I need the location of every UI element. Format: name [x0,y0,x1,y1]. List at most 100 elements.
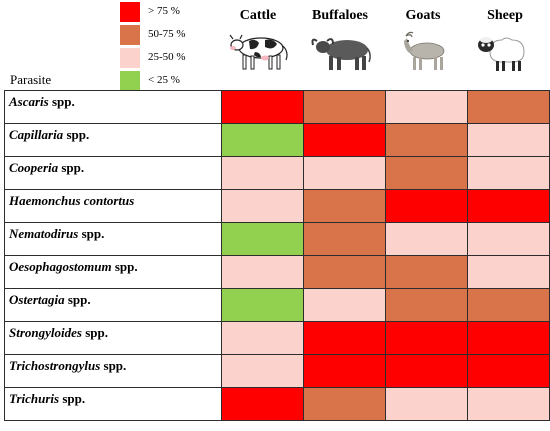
parasite-name: Cooperia spp. [4,156,222,190]
heat-cell-sheep [466,354,550,388]
heat-cell-sheep [466,288,550,322]
legend-label-25-50: 25-50 % [148,51,186,63]
parasite-suffix: spp. [59,391,86,406]
heat-cell-buffaloes [302,222,386,256]
parasite-label: Trichuris spp. [9,391,85,407]
heat-cell-sheep [466,255,550,289]
heat-cell-cattle [220,288,304,322]
heat-cell-goats [384,123,468,157]
parasite-name: Trichostrongylus spp. [4,354,222,388]
parasite-suffix: spp. [100,358,127,373]
table-row: Ascaris spp. [4,90,550,124]
parasite-suffix: spp. [58,160,85,175]
heat-cell-sheep [466,156,550,190]
parasite-name: Strongyloides spp. [4,321,222,355]
table-row: Nematodirus spp. [4,222,550,256]
parasite-name: Capillaria spp. [4,123,222,157]
parasite-genus: Haemonchus contortus [9,193,135,208]
heat-cell-sheep [466,222,550,256]
parasite-label: Capillaria spp. [9,127,89,143]
heat-cell-goats [384,288,468,322]
heatmap-table: Ascaris spp. Capillaria spp. Cooperia spp.… [4,90,550,421]
parasite-label: Nematodirus spp. [9,226,104,242]
table-row: Cooperia spp. [4,156,550,190]
heat-cell-cattle [220,354,304,388]
legend-label-50-75: 50-75 % [148,28,186,40]
column-header-sheep: Sheep [487,8,523,23]
buffalo-icon [311,38,371,70]
heat-cell-goats [384,387,468,421]
heat-cell-goats [384,189,468,223]
legend-swatch-50-75 [120,25,140,45]
parasite-name: Trichuris spp. [4,387,222,421]
parasite-suffix: spp. [111,259,138,274]
column-header-cattle: Cattle [239,8,277,23]
heat-cell-buffaloes [302,156,386,190]
parasite-genus: Capillaria [9,127,64,142]
parasite-name: Ostertagia spp. [4,288,222,322]
table-row: Trichostrongylus spp. [4,354,550,388]
cow-icon [229,34,288,70]
table-row: Trichuris spp. [4,387,550,421]
column-header-goats: Goats [405,8,441,23]
parasite-name: Nematodirus spp. [4,222,222,256]
table-row: Capillaria spp. [4,123,550,157]
table-row: Haemonchus contortus [4,189,550,223]
heat-cell-buffaloes [302,321,386,355]
heat-cell-cattle [220,222,304,256]
heat-cell-cattle [220,90,304,124]
heat-cell-sheep [466,321,550,355]
table-row: Strongyloides spp. [4,321,550,355]
parasite-suffix: spp. [64,292,91,307]
sheep-icon [478,37,525,71]
heat-cell-cattle [220,321,304,355]
parasite-name: Haemonchus contortus [4,189,222,223]
heat-cell-goats [384,321,468,355]
parasite-genus: Ostertagia [9,292,65,307]
legend-label-lt25: < 25 % [148,74,180,86]
heatmap-body: Ascaris spp. Capillaria spp. Cooperia spp.… [4,90,550,421]
heat-cell-buffaloes [302,90,386,124]
parasite-genus: Trichostrongylus [9,358,101,373]
heat-cell-sheep [466,387,550,421]
heat-cell-cattle [220,156,304,190]
heat-cell-cattle [220,387,304,421]
heat-cell-cattle [220,189,304,223]
heat-cell-sheep [466,189,550,223]
table-row: Ostertagia spp. [4,288,550,322]
parasite-label: Cooperia spp. [9,160,84,176]
heat-cell-sheep [466,123,550,157]
legend-swatch-gt75 [120,2,140,22]
parasite-suffix: spp. [48,94,75,109]
heat-cell-cattle [220,255,304,289]
heat-cell-goats [384,90,468,124]
parasite-label: Haemonchus contortus [9,193,134,209]
heat-cell-sheep [466,90,550,124]
heat-cell-buffaloes [302,288,386,322]
table-row: Oesophagostomum spp. [4,255,550,289]
parasite-label: Strongyloides spp. [9,325,108,341]
parasite-genus: Strongyloides [9,325,82,340]
row-header-title: Parasite [10,72,52,87]
parasite-label: Ostertagia spp. [9,292,91,308]
parasite-suffix: spp. [81,325,108,340]
parasite-genus: Cooperia [9,160,59,175]
parasite-genus: Trichuris [9,391,60,406]
heat-cell-buffaloes [302,189,386,223]
parasite-suffix: spp. [63,127,90,142]
column-header-buffaloes: Buffaloes [312,8,368,23]
parasite-name: Ascaris spp. [4,90,222,124]
parasite-label: Trichostrongylus spp. [9,358,126,374]
heat-cell-buffaloes [302,354,386,388]
heat-cell-goats [384,354,468,388]
heat-cell-goats [384,255,468,289]
parasite-name: Oesophagostomum spp. [4,255,222,289]
parasite-label: Ascaris spp. [9,94,75,110]
heat-cell-goats [384,156,468,190]
legend-label-gt75: > 75 % [148,5,180,17]
heat-cell-buffaloes [302,123,386,157]
parasite-genus: Ascaris [9,94,49,109]
heat-cell-buffaloes [302,255,386,289]
goat-icon [404,31,445,70]
parasite-genus: Nematodirus [9,226,79,241]
